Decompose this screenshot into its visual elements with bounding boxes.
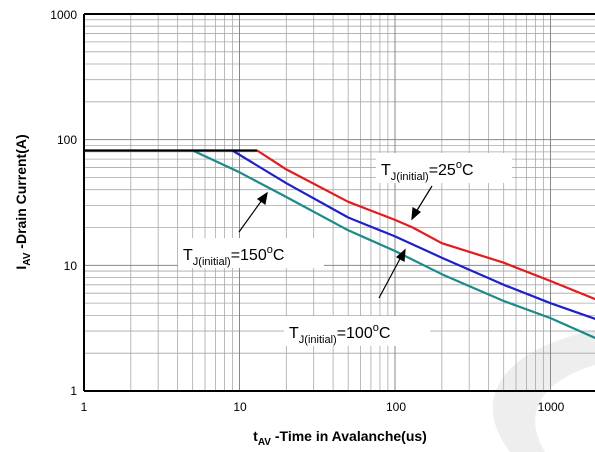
y-axis-title: IAV -Drain Current(A)	[13, 134, 33, 269]
x-tick-label: 100	[386, 400, 406, 414]
x-tick-label: 10	[233, 400, 247, 414]
x-axis-title: tAV -Time in Avalanche(us)	[253, 428, 427, 448]
y-tick-label: 1	[70, 384, 77, 398]
y-tick-label: 10	[64, 259, 78, 273]
y-tick-label: 1000	[50, 8, 77, 22]
series-layer	[84, 149, 595, 340]
annotation-150c: TJ(initial)=150oC	[183, 244, 284, 268]
series-line-0	[256, 149, 595, 301]
annotation-box-100c	[284, 316, 430, 346]
annotation-box-150c	[178, 238, 324, 268]
arrow-25c	[411, 185, 433, 221]
series-line-2	[192, 149, 595, 340]
arrow-150c	[238, 191, 268, 233]
x-tick-label: 1	[81, 400, 88, 414]
series-line-1	[231, 149, 595, 320]
y-tick-label: 100	[57, 133, 77, 147]
annotation-25c: TJ(initial)=25oC	[381, 159, 474, 183]
annotation-box-25c	[376, 153, 512, 183]
arrow-100c	[378, 248, 406, 299]
x-tick-label: 1000	[538, 400, 565, 414]
annotation-100c: TJ(initial)=100oC	[289, 322, 390, 346]
